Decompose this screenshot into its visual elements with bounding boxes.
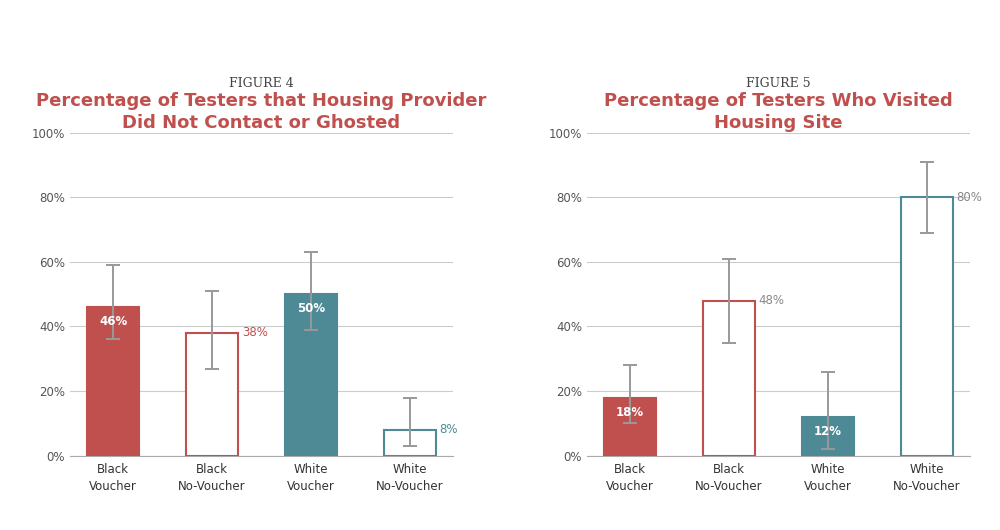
Text: Percentage of Testers that Housing Provider
Did Not Contact or Ghosted: Percentage of Testers that Housing Provi… [36, 92, 487, 132]
Text: FIGURE 4: FIGURE 4 [229, 77, 294, 91]
Text: 50%: 50% [297, 302, 325, 315]
Text: 48%: 48% [759, 294, 785, 307]
Bar [87, 307, 139, 456]
Text: 12%: 12% [814, 425, 842, 438]
Text: 8%: 8% [440, 423, 458, 436]
Text: 80%: 80% [957, 191, 982, 204]
Text: 38%: 38% [242, 326, 268, 339]
Bar [604, 398, 656, 456]
Bar [384, 430, 436, 456]
Bar [703, 301, 755, 456]
Bar [802, 417, 854, 456]
Text: 46%: 46% [99, 315, 127, 328]
Text: FIGURE 5: FIGURE 5 [746, 77, 811, 91]
Bar [285, 294, 337, 456]
Text: Percentage of Testers Who Visited
Housing Site: Percentage of Testers Who Visited Housin… [604, 92, 953, 132]
Bar [901, 197, 953, 456]
Text: 18%: 18% [616, 405, 644, 419]
Bar [186, 333, 238, 456]
